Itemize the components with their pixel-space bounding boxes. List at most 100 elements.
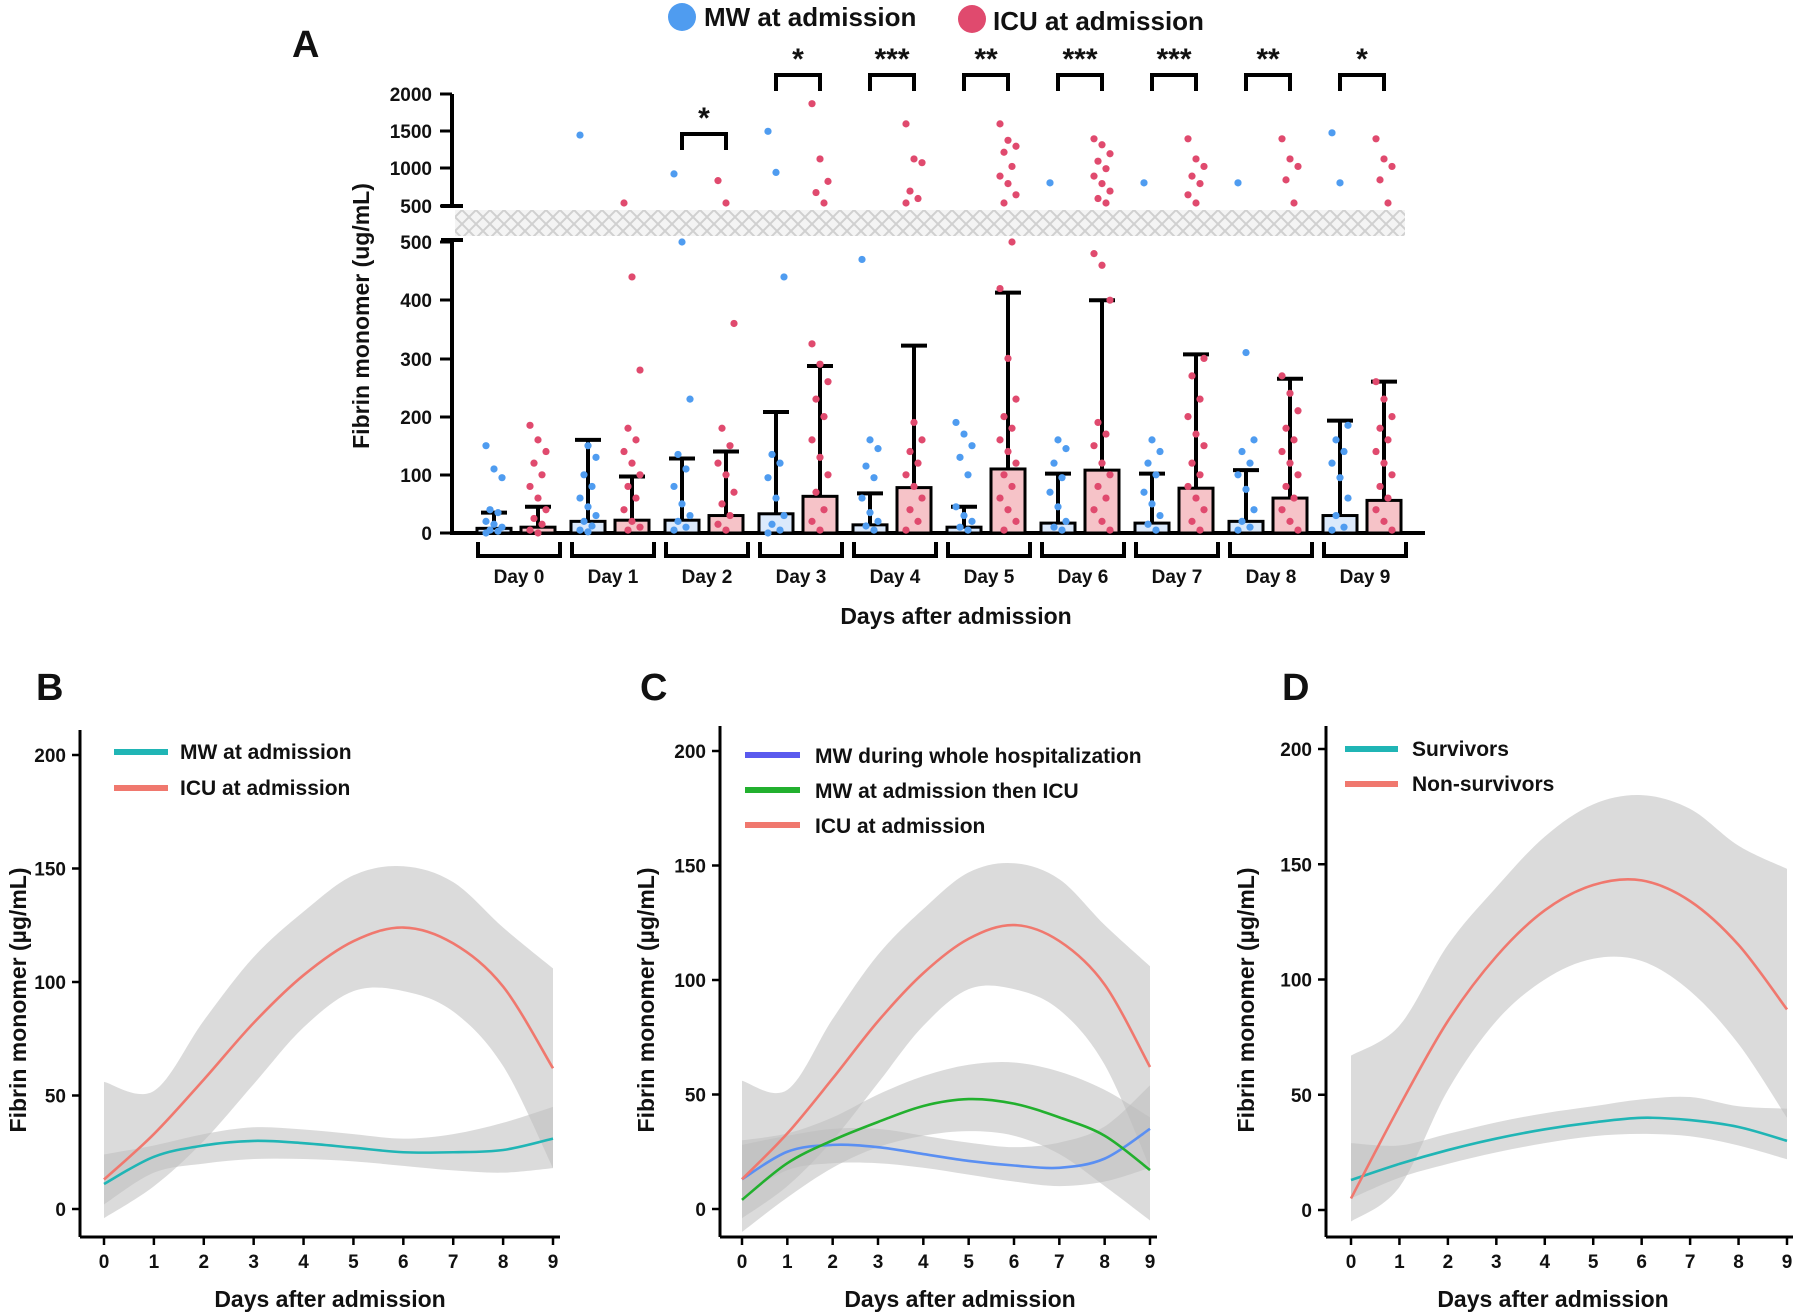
point-mw xyxy=(1246,459,1254,467)
point-icu xyxy=(1094,157,1102,165)
point-icu xyxy=(1192,199,1200,207)
ytick-label: 150 xyxy=(1280,855,1312,876)
point-icu xyxy=(1004,447,1012,456)
a-xtick-label: Day 8 xyxy=(1246,567,1297,588)
point-icu xyxy=(1102,494,1110,502)
point-icu xyxy=(1098,261,1106,269)
xtick-label: 9 xyxy=(1145,1252,1156,1273)
point-mw xyxy=(482,529,490,537)
confidence-band xyxy=(1351,1096,1787,1199)
confidence-band xyxy=(742,1061,1150,1232)
point-icu xyxy=(910,155,918,163)
point-icu xyxy=(816,360,824,368)
point-icu xyxy=(1192,430,1200,438)
point-mw xyxy=(1340,523,1348,531)
point-icu xyxy=(1090,442,1098,450)
point-icu xyxy=(1282,176,1290,184)
ytick-label: 200 xyxy=(34,746,66,767)
point-icu xyxy=(1290,436,1298,444)
bar-mw xyxy=(663,518,701,535)
category-bracket xyxy=(758,542,844,558)
point-mw xyxy=(498,474,506,482)
point-icu xyxy=(1294,407,1302,415)
point-icu xyxy=(1008,162,1016,171)
significance-bracket xyxy=(1056,73,1104,91)
point-mw xyxy=(768,450,776,459)
bar-mw xyxy=(475,526,513,535)
point-mw xyxy=(960,511,968,520)
point-mw xyxy=(1328,459,1336,467)
point-icu xyxy=(1278,447,1286,456)
point-icu xyxy=(914,194,922,203)
point-icu xyxy=(1372,135,1380,143)
point-icu xyxy=(820,199,828,207)
point-icu xyxy=(914,459,922,467)
point-icu xyxy=(1004,354,1012,362)
xtick-label: 6 xyxy=(398,1252,409,1273)
point-mw xyxy=(1062,517,1070,525)
point-mw xyxy=(486,506,494,514)
point-icu xyxy=(722,199,730,207)
point-icu xyxy=(808,517,816,525)
point-icu xyxy=(526,482,534,491)
bar-icu xyxy=(1271,496,1309,535)
legend-d-nonsurvivors-label: Non-survivors xyxy=(1412,773,1554,796)
c-y-axis-title: Fibrin monomer (µg/mL) xyxy=(633,868,659,1133)
point-icu xyxy=(1188,372,1196,380)
point-icu xyxy=(1184,191,1192,199)
point-mw xyxy=(1156,511,1164,520)
b-y-axis-title: Fibrin monomer (µg/mL) xyxy=(5,868,31,1133)
point-icu xyxy=(526,421,534,429)
point-icu xyxy=(1008,238,1016,246)
point-icu xyxy=(1004,136,1012,144)
point-icu xyxy=(1106,187,1114,195)
a-xtick-label: Day 3 xyxy=(776,567,827,588)
xtick-label: 3 xyxy=(873,1252,884,1273)
point-mw xyxy=(576,526,584,534)
ytick-label: 200 xyxy=(1280,740,1312,761)
point-mw xyxy=(1050,459,1058,467)
point-icu xyxy=(620,199,628,207)
point-icu xyxy=(1184,482,1192,491)
point-icu xyxy=(538,471,546,479)
significance-label: * xyxy=(698,102,710,135)
point-icu xyxy=(632,436,640,444)
series-line xyxy=(103,926,555,1181)
point-icu xyxy=(902,471,910,479)
point-icu xyxy=(816,155,824,163)
xtick-label: 8 xyxy=(1733,1252,1744,1273)
point-icu xyxy=(1000,471,1008,479)
point-icu xyxy=(808,436,816,444)
series-line xyxy=(1349,877,1789,1200)
point-mw xyxy=(670,170,678,178)
point-icu xyxy=(542,506,550,514)
point-icu xyxy=(1102,165,1110,173)
bar-mw xyxy=(945,525,983,535)
point-mw xyxy=(952,418,960,427)
ytick-label: 100 xyxy=(34,973,66,994)
bar-icu xyxy=(1365,498,1403,535)
point-icu xyxy=(1372,447,1380,456)
point-mw xyxy=(580,471,588,479)
point-icu xyxy=(636,366,644,374)
panel-d: D 0 50 100 150 200 0 1 2 3 4 5 6 7 8 9 Fibrin monomer … xyxy=(1233,667,1793,1312)
legend-a-mw-label: MW at admission xyxy=(704,2,916,32)
significance-bracket xyxy=(1150,73,1198,91)
point-mw xyxy=(1144,520,1152,528)
point-icu xyxy=(824,177,832,185)
point-icu xyxy=(996,436,1004,444)
point-mw xyxy=(780,273,788,281)
point-mw xyxy=(1046,488,1054,496)
point-icu xyxy=(1376,176,1384,184)
legend-c-mw-whole-label: MW during whole hospitalization xyxy=(815,745,1142,768)
xtick-label: 1 xyxy=(1394,1252,1405,1273)
xtick-label: 6 xyxy=(1009,1252,1020,1273)
legend-d-survivors-label: Survivors xyxy=(1412,738,1509,761)
point-mw xyxy=(772,168,780,176)
point-icu xyxy=(1376,482,1384,491)
point-icu xyxy=(530,459,538,467)
point-mw xyxy=(858,494,866,502)
a-ytick-label: 100 xyxy=(400,466,432,487)
point-icu xyxy=(1000,413,1008,421)
